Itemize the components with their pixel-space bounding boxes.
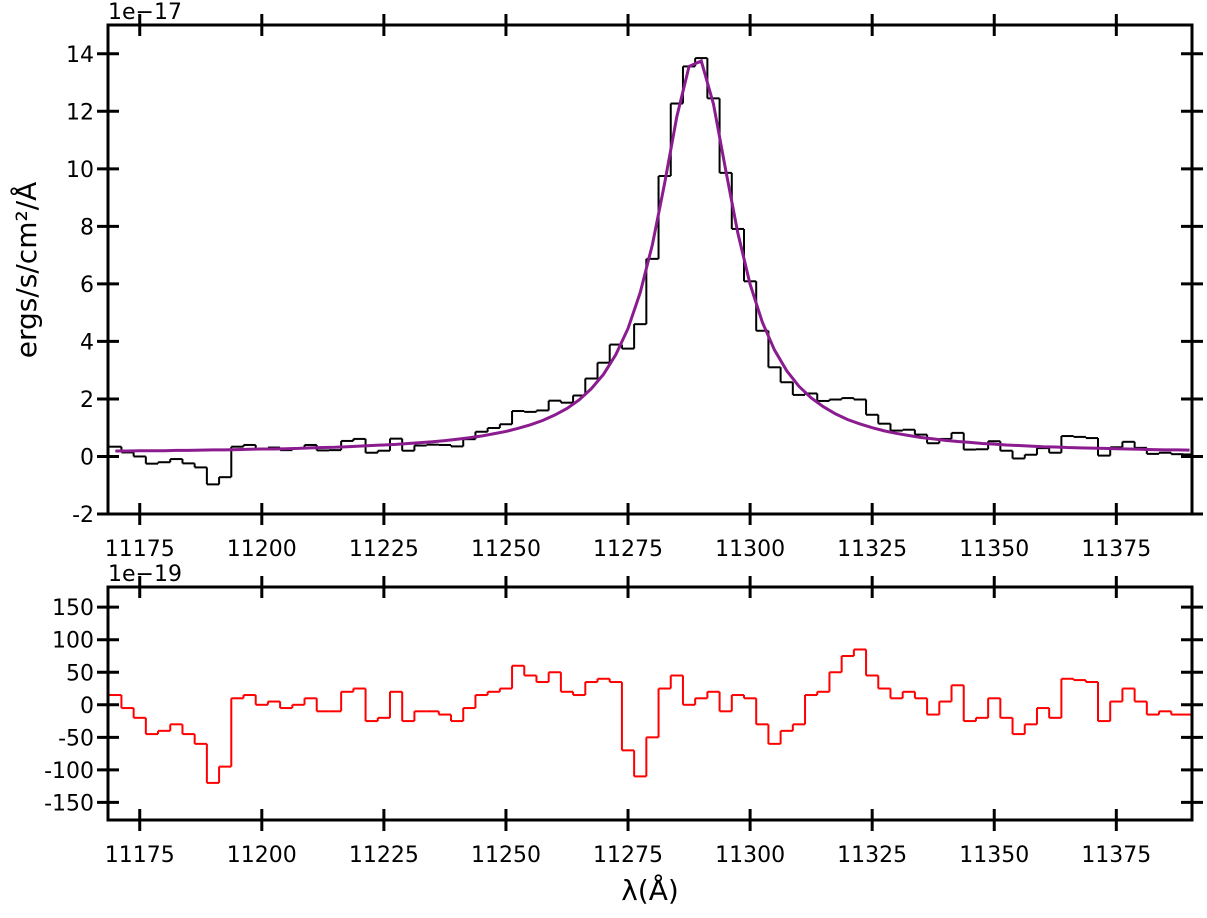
x-tick-label: 11375	[1081, 843, 1151, 868]
x-tick-label: 11375	[1081, 537, 1151, 562]
y-tick-label: 14	[66, 43, 94, 68]
x-tick-label: 11300	[715, 843, 785, 868]
y-tick-label: 0	[80, 694, 94, 719]
y-tick-label: 50	[66, 661, 94, 686]
x-tick-label: 11350	[959, 537, 1029, 562]
y-tick-label: 2	[80, 388, 94, 413]
y-tick-label: -50	[58, 726, 94, 751]
x-tick-label: 11200	[227, 843, 297, 868]
plot-area	[109, 648, 1192, 784]
y-tick-label: 8	[80, 215, 94, 240]
model-line	[115, 58, 1190, 453]
y-tick-label: -2	[72, 503, 94, 528]
plot-frame	[106, 23, 1194, 516]
plot-area	[109, 57, 1192, 486]
x-tick-label: 11300	[715, 537, 785, 562]
y-tick-label: -100	[44, 759, 94, 784]
panel: 11175 11200 11225 11250 11275 11300 11325 11350…	[44, 576, 1203, 868]
x-tick-label: 11225	[349, 537, 419, 562]
x-tick-label: 11275	[593, 537, 663, 562]
y-axis-label: ergs/s/cm²/Å	[9, 182, 43, 359]
y-tick-label: 12	[66, 100, 94, 125]
step-riser	[120, 649, 1173, 783]
y-tick-label: -150	[44, 791, 94, 816]
y-tick-label: 0	[80, 445, 94, 470]
panel: 11175 11200 11225 11250 11275 11300 11325 11350…	[66, 14, 1203, 562]
x-tick-label: 11275	[593, 843, 663, 868]
x-tick-label: 11350	[959, 843, 1029, 868]
x-tick-label: 11200	[227, 537, 297, 562]
x-axis-label: λ(Å)	[621, 873, 679, 907]
plot-frame	[106, 585, 1194, 822]
x-tick-label: 11325	[837, 843, 907, 868]
x-tick-label: 11325	[837, 537, 907, 562]
x-tick-label: 11225	[349, 843, 419, 868]
offset-text: 1e−19	[108, 562, 182, 587]
y-tick-label: 6	[80, 273, 94, 298]
y-tick-label: 4	[80, 330, 94, 355]
x-tick-label: 11175	[105, 843, 175, 868]
y-tick-label: 150	[52, 596, 94, 621]
x-tick-label: 11250	[471, 537, 541, 562]
x-tick-label: 11250	[471, 843, 541, 868]
step-riser	[120, 58, 1185, 485]
y-tick-label: 10	[66, 158, 94, 183]
x-tick-label: 11175	[105, 537, 175, 562]
offset-text: 1e−17	[108, 0, 182, 25]
y-tick-label: 100	[52, 629, 94, 654]
